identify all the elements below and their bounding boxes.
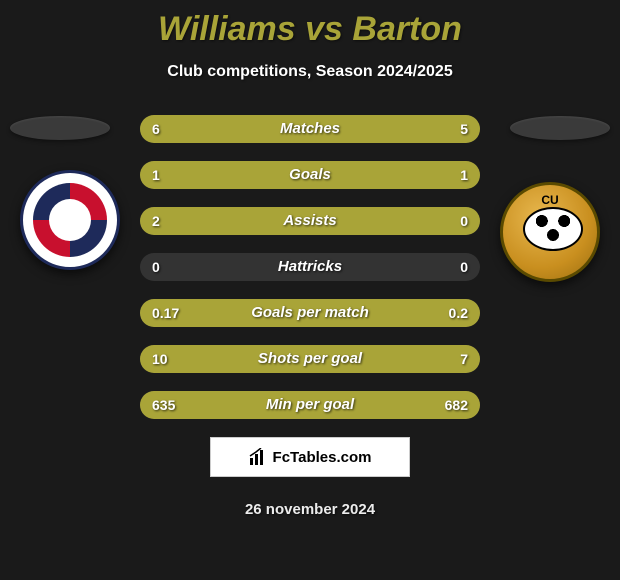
stat-row: 635682Min per goal xyxy=(140,391,480,419)
page-title: Williams vs Barton xyxy=(0,0,620,49)
stat-label: Hattricks xyxy=(140,253,480,281)
stat-label: Goals per match xyxy=(140,299,480,327)
stat-label: Shots per goal xyxy=(140,345,480,373)
stat-row: 65Matches xyxy=(140,115,480,143)
stat-row: 00Hattricks xyxy=(140,253,480,281)
chart-icon xyxy=(249,448,267,466)
page-subtitle: Club competitions, Season 2024/2025 xyxy=(0,63,620,81)
stat-label: Matches xyxy=(140,115,480,143)
badge-stand-right xyxy=(510,116,610,140)
stat-label: Assists xyxy=(140,207,480,235)
stat-label: Goals xyxy=(140,161,480,189)
stats-container: 65Matches 11Goals 20Assists 00Hattricks 0.17… xyxy=(140,115,480,419)
stat-row: 0.170.2Goals per match xyxy=(140,299,480,327)
footer-brand: FcTables.com xyxy=(210,437,410,477)
stat-label: Min per goal xyxy=(140,391,480,419)
team-badge-right: CU xyxy=(500,182,600,282)
footer-brand-label: FcTables.com xyxy=(273,449,372,466)
team-badge-left xyxy=(20,170,120,270)
badge-stand-left xyxy=(10,116,110,140)
stat-row: 11Goals xyxy=(140,161,480,189)
stat-row: 107Shots per goal xyxy=(140,345,480,373)
stat-row: 20Assists xyxy=(140,207,480,235)
footer-date: 26 november 2024 xyxy=(0,501,620,518)
